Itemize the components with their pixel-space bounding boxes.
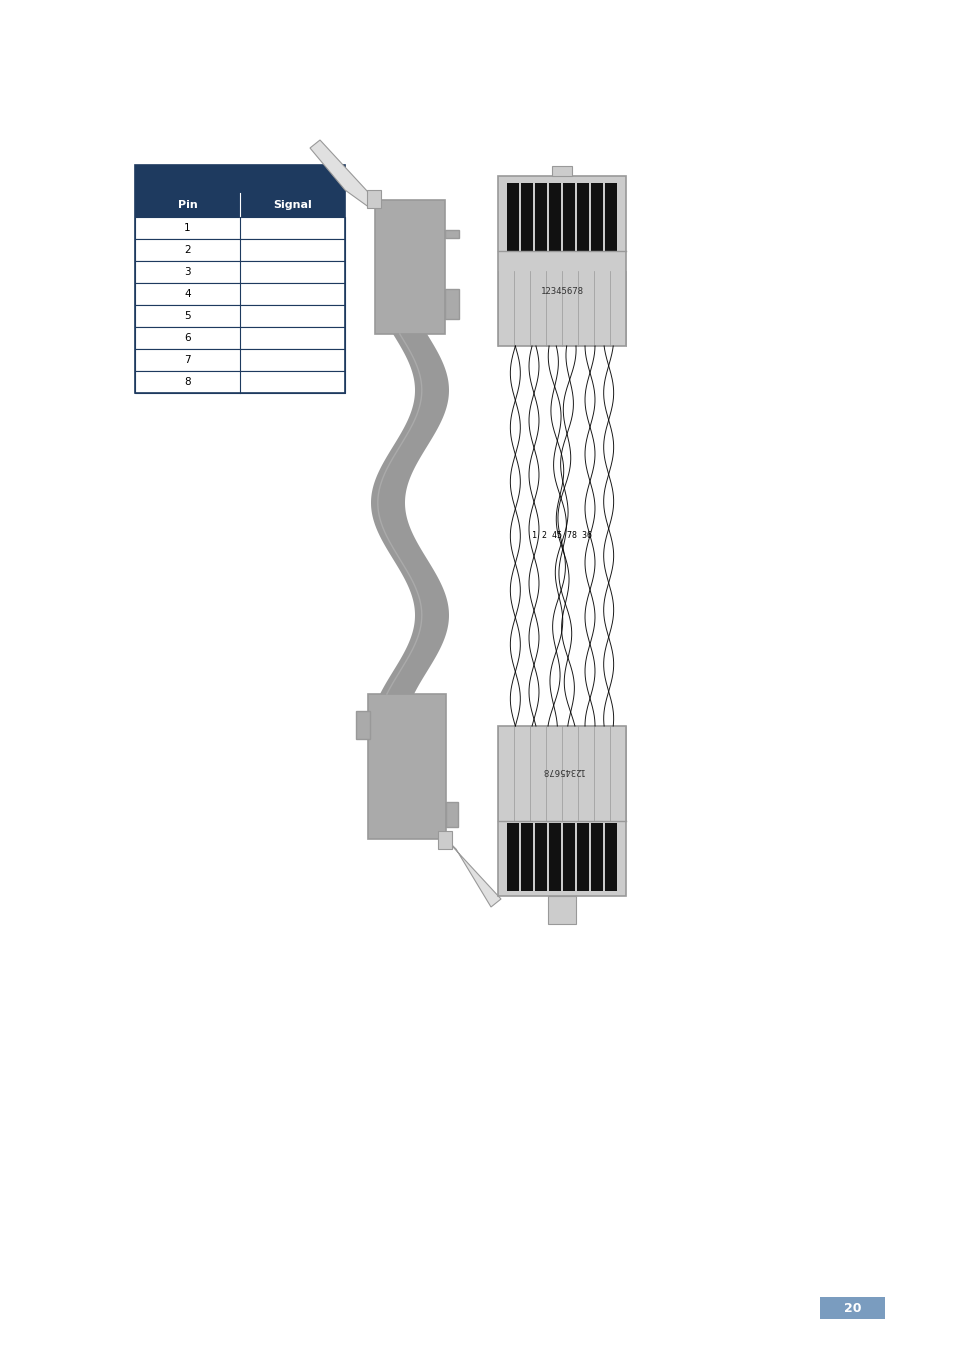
Text: 1 2 45 78 36: 1 2 45 78 36 (532, 532, 592, 540)
FancyBboxPatch shape (519, 183, 521, 250)
Text: 4: 4 (184, 288, 191, 299)
FancyBboxPatch shape (589, 183, 591, 250)
FancyBboxPatch shape (367, 190, 380, 209)
Text: 7: 7 (184, 355, 191, 366)
FancyBboxPatch shape (534, 823, 535, 891)
FancyBboxPatch shape (535, 183, 546, 250)
FancyBboxPatch shape (135, 349, 345, 371)
FancyBboxPatch shape (590, 823, 602, 891)
FancyBboxPatch shape (820, 1297, 884, 1319)
Polygon shape (440, 834, 500, 907)
FancyBboxPatch shape (135, 283, 345, 305)
FancyBboxPatch shape (444, 230, 458, 238)
Text: 20: 20 (842, 1301, 861, 1315)
FancyBboxPatch shape (547, 183, 549, 250)
FancyBboxPatch shape (520, 183, 533, 250)
Text: 1: 1 (184, 223, 191, 233)
FancyBboxPatch shape (548, 823, 560, 891)
Text: 8: 8 (184, 376, 191, 387)
FancyBboxPatch shape (590, 183, 602, 250)
FancyBboxPatch shape (135, 305, 345, 328)
FancyBboxPatch shape (604, 823, 617, 891)
FancyBboxPatch shape (562, 823, 575, 891)
Text: Pin: Pin (177, 200, 197, 210)
FancyBboxPatch shape (548, 183, 560, 250)
FancyBboxPatch shape (520, 823, 533, 891)
FancyBboxPatch shape (135, 217, 345, 240)
FancyBboxPatch shape (547, 823, 549, 891)
FancyBboxPatch shape (135, 240, 345, 261)
FancyBboxPatch shape (135, 371, 345, 393)
FancyBboxPatch shape (547, 896, 576, 923)
FancyBboxPatch shape (603, 183, 605, 250)
FancyBboxPatch shape (135, 328, 345, 349)
FancyBboxPatch shape (577, 183, 588, 250)
FancyBboxPatch shape (576, 823, 577, 891)
FancyBboxPatch shape (603, 823, 605, 891)
Text: 2: 2 (184, 245, 191, 255)
FancyBboxPatch shape (446, 802, 457, 827)
FancyBboxPatch shape (562, 183, 575, 250)
FancyBboxPatch shape (497, 176, 625, 347)
FancyBboxPatch shape (135, 194, 345, 217)
FancyBboxPatch shape (375, 200, 444, 334)
Text: Signal: Signal (273, 200, 312, 210)
FancyBboxPatch shape (497, 726, 625, 896)
FancyBboxPatch shape (135, 165, 345, 194)
FancyBboxPatch shape (506, 183, 518, 250)
Text: 3: 3 (184, 267, 191, 278)
Text: 5: 5 (184, 311, 191, 321)
FancyBboxPatch shape (505, 823, 507, 891)
FancyBboxPatch shape (561, 823, 563, 891)
FancyBboxPatch shape (535, 823, 546, 891)
Polygon shape (371, 334, 449, 695)
Text: 6: 6 (184, 333, 191, 343)
Text: 12345678: 12345678 (540, 766, 583, 776)
FancyBboxPatch shape (437, 831, 452, 849)
Polygon shape (310, 139, 379, 209)
FancyBboxPatch shape (368, 695, 446, 839)
FancyBboxPatch shape (506, 823, 518, 891)
FancyBboxPatch shape (534, 183, 535, 250)
FancyBboxPatch shape (355, 711, 370, 739)
FancyBboxPatch shape (577, 823, 588, 891)
Text: 12345678: 12345678 (540, 287, 583, 295)
FancyBboxPatch shape (135, 261, 345, 283)
FancyBboxPatch shape (576, 183, 577, 250)
FancyBboxPatch shape (604, 183, 617, 250)
FancyBboxPatch shape (444, 288, 458, 320)
Bar (135, 165, 345, 393)
FancyBboxPatch shape (561, 183, 563, 250)
FancyBboxPatch shape (589, 823, 591, 891)
FancyBboxPatch shape (519, 823, 521, 891)
FancyBboxPatch shape (505, 183, 507, 250)
FancyBboxPatch shape (552, 167, 572, 176)
